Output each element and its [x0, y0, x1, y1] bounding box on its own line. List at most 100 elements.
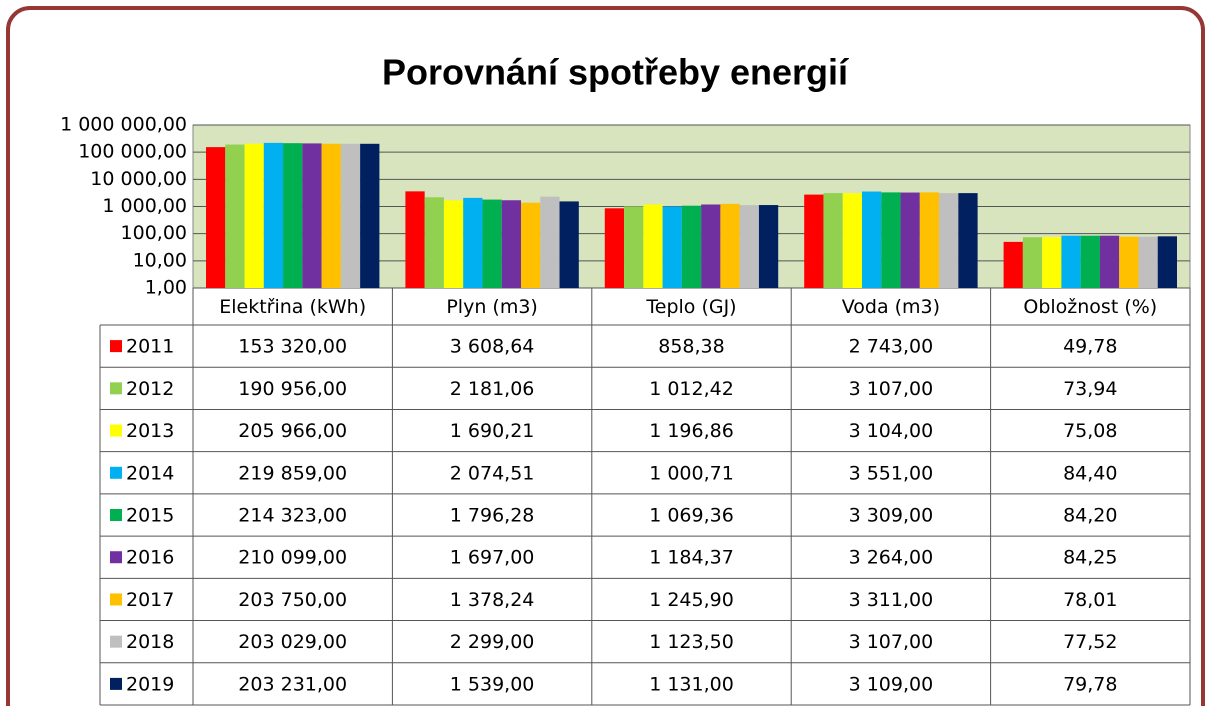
table-cell: 3 264,00 [849, 547, 934, 569]
table-cell: 3 309,00 [849, 505, 934, 527]
category-label: Plyn (m3) [446, 296, 537, 318]
bar [1061, 235, 1081, 288]
category-label: Teplo (GJ) [645, 296, 736, 318]
table-cell: 1 012,42 [649, 378, 734, 400]
bar [1138, 236, 1158, 288]
table-cell: 219 859,00 [238, 462, 347, 484]
bar [643, 204, 663, 288]
bar [919, 192, 940, 288]
table-cell: 3 107,00 [849, 378, 934, 400]
bar [881, 192, 901, 288]
bar [862, 191, 882, 288]
bar [900, 192, 920, 288]
bar [1080, 235, 1100, 288]
bar [1022, 237, 1043, 288]
table-cell: 49,78 [1063, 336, 1117, 358]
legend-key [110, 635, 122, 648]
table-cell: 2 299,00 [450, 631, 535, 653]
table-cell: 73,94 [1063, 378, 1117, 400]
table-cell: 1 069,36 [649, 505, 734, 527]
table-cell: 190 956,00 [238, 378, 347, 400]
table-cell: 153 320,00 [238, 336, 347, 358]
legend-label: 2014 [126, 462, 174, 484]
bar [225, 144, 245, 288]
bar [340, 143, 361, 288]
legend-key [110, 593, 122, 606]
y-tick-label: 10 000,00 [90, 168, 187, 190]
table-cell: 3 107,00 [849, 631, 934, 653]
y-tick-label: 1 000 000,00 [60, 114, 187, 136]
bar [823, 193, 843, 288]
bar [540, 196, 560, 288]
bar [1157, 236, 1177, 288]
bar [521, 202, 541, 288]
y-tick-label: 10,00 [133, 249, 187, 271]
table-cell: 214 323,00 [238, 505, 347, 527]
bar [321, 143, 341, 288]
bar [804, 194, 824, 288]
table-cell: 1 196,86 [649, 420, 734, 442]
legend-label: 2012 [126, 378, 174, 400]
y-tick-label: 1 000,00 [102, 195, 187, 217]
bar [482, 199, 502, 288]
category-label: Elektřina (kWh) [219, 296, 366, 318]
legend-key [110, 382, 122, 395]
table-cell: 1 796,28 [450, 505, 535, 527]
bar [1003, 241, 1023, 288]
table-cell: 84,20 [1063, 505, 1117, 527]
legend-label: 2019 [126, 673, 174, 695]
bar [206, 147, 226, 288]
bar [263, 142, 284, 288]
table-cell: 203 750,00 [238, 589, 347, 611]
bar [1099, 235, 1120, 288]
table-cell: 2 181,06 [450, 378, 535, 400]
category-label: Voda (m3) [842, 296, 940, 318]
table-cell: 858,38 [658, 336, 724, 358]
y-tick-label: 1,00 [145, 277, 187, 299]
table-cell: 77,52 [1063, 631, 1117, 653]
bar [501, 200, 521, 288]
table-cell: 3 109,00 [849, 673, 934, 695]
table-cell: 84,40 [1063, 462, 1117, 484]
bar [701, 204, 721, 288]
table-cell: 84,25 [1063, 547, 1117, 569]
legend-label: 2015 [126, 505, 174, 527]
bar [958, 193, 978, 288]
legend-key [110, 551, 122, 564]
table-cell: 1 690,21 [450, 420, 535, 442]
table-cell: 205 966,00 [238, 420, 347, 442]
bar [939, 193, 959, 288]
table-cell: 1 184,37 [649, 547, 734, 569]
bar [604, 208, 625, 288]
table-cell: 203 029,00 [238, 631, 347, 653]
table-cell: 1 131,00 [649, 673, 734, 695]
table-cell: 3 104,00 [849, 420, 934, 442]
bar [1042, 237, 1062, 288]
bar [302, 143, 322, 288]
bar [842, 193, 862, 288]
legend-label: 2017 [126, 589, 174, 611]
legend-label: 2018 [126, 631, 174, 653]
y-tick-label: 100,00 [121, 222, 187, 244]
bar [405, 191, 425, 288]
bar [739, 205, 759, 288]
bar [244, 143, 264, 288]
bar [463, 197, 483, 288]
chart-frame [6, 6, 1205, 706]
table-cell: 1 378,24 [450, 589, 535, 611]
bar [720, 203, 740, 288]
legend-key [110, 466, 122, 479]
bar [559, 201, 579, 288]
bar [424, 197, 444, 288]
table-cell: 210 099,00 [238, 547, 347, 569]
table-cell: 78,01 [1063, 589, 1117, 611]
table-cell: 1 697,00 [450, 547, 535, 569]
table-cell: 2 743,00 [849, 336, 934, 358]
table-cell: 203 231,00 [238, 673, 347, 695]
table-cell: 3 551,00 [849, 462, 934, 484]
table-cell: 1 123,50 [649, 631, 734, 653]
table-cell: 1 245,90 [649, 589, 734, 611]
table-cell: 2 074,51 [450, 462, 535, 484]
bar [758, 205, 779, 288]
